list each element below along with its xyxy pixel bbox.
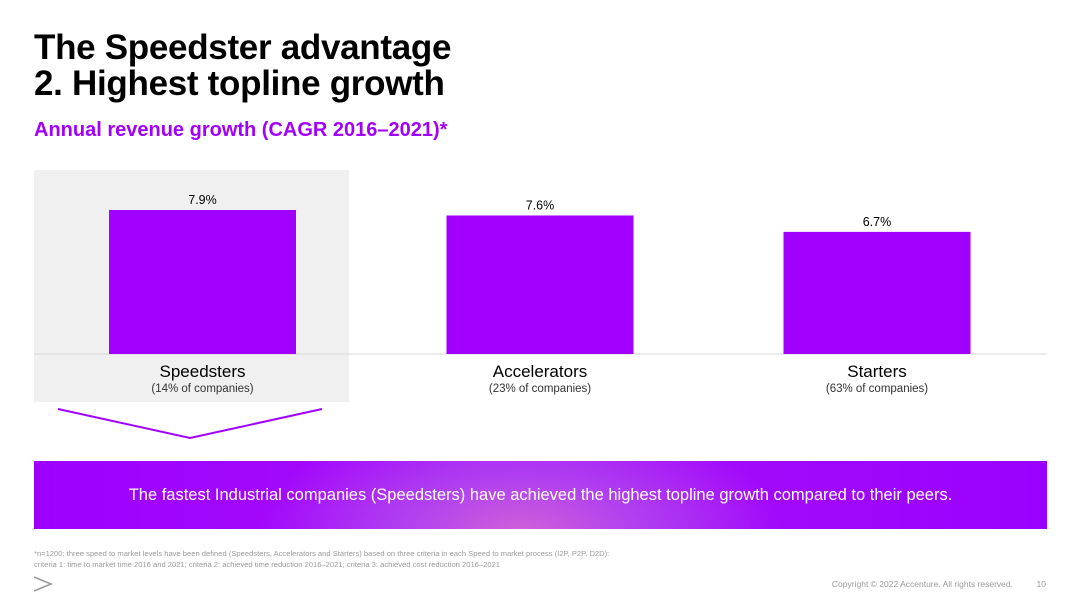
footnote: *n=1200; three speed to market levels ha… (34, 548, 609, 570)
page-title-line-1: The Speedster advantage (34, 28, 452, 67)
category-note-starters: (63% of companies) (825, 383, 929, 395)
chart-subtitle: Annual revenue growth (CAGR 2016–2021)* (34, 119, 448, 141)
copyright-text: Copyright © 2022 Accenture. All rights r… (831, 579, 1013, 589)
page-title-line-2: 2. Highest topline growth (34, 64, 445, 103)
chevron-pointer-icon (57, 408, 323, 440)
bar-accelerators (446, 215, 634, 354)
category-note-speedsters: (14% of companies) (151, 383, 254, 395)
footnote-line-2: criteria 1: time to market time 2016 and… (34, 560, 501, 569)
insight-banner: The fastest Industrial companies (Speeds… (34, 461, 1047, 529)
page-number: 10 (1036, 579, 1046, 589)
insight-banner-text: The fastest Industrial companies (Speeds… (128, 485, 953, 504)
bar-starters (783, 231, 971, 354)
data-label-accelerators: 7.6% (526, 198, 555, 212)
category-label-accelerators: Accelerators (492, 362, 588, 381)
category-label-starters: Starters (847, 362, 907, 381)
data-label-starters: 6.7% (863, 215, 892, 229)
accenture-chevron-icon (33, 576, 53, 592)
category-note-accelerators: (23% of companies) (488, 383, 592, 395)
bar-speedsters (109, 210, 296, 354)
footnote-line-1: *n=1200; three speed to market levels ha… (34, 549, 610, 558)
category-label-speedsters: Speedsters (159, 362, 246, 381)
data-label-speedsters: 7.9% (188, 193, 217, 207)
page-title: The Speedster advantage 2. Highest topli… (34, 30, 451, 102)
